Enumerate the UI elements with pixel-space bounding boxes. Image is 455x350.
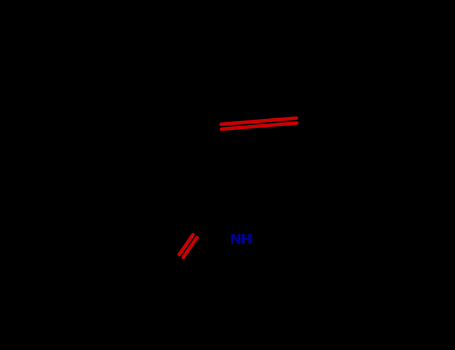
Text: NH: NH (230, 233, 253, 247)
